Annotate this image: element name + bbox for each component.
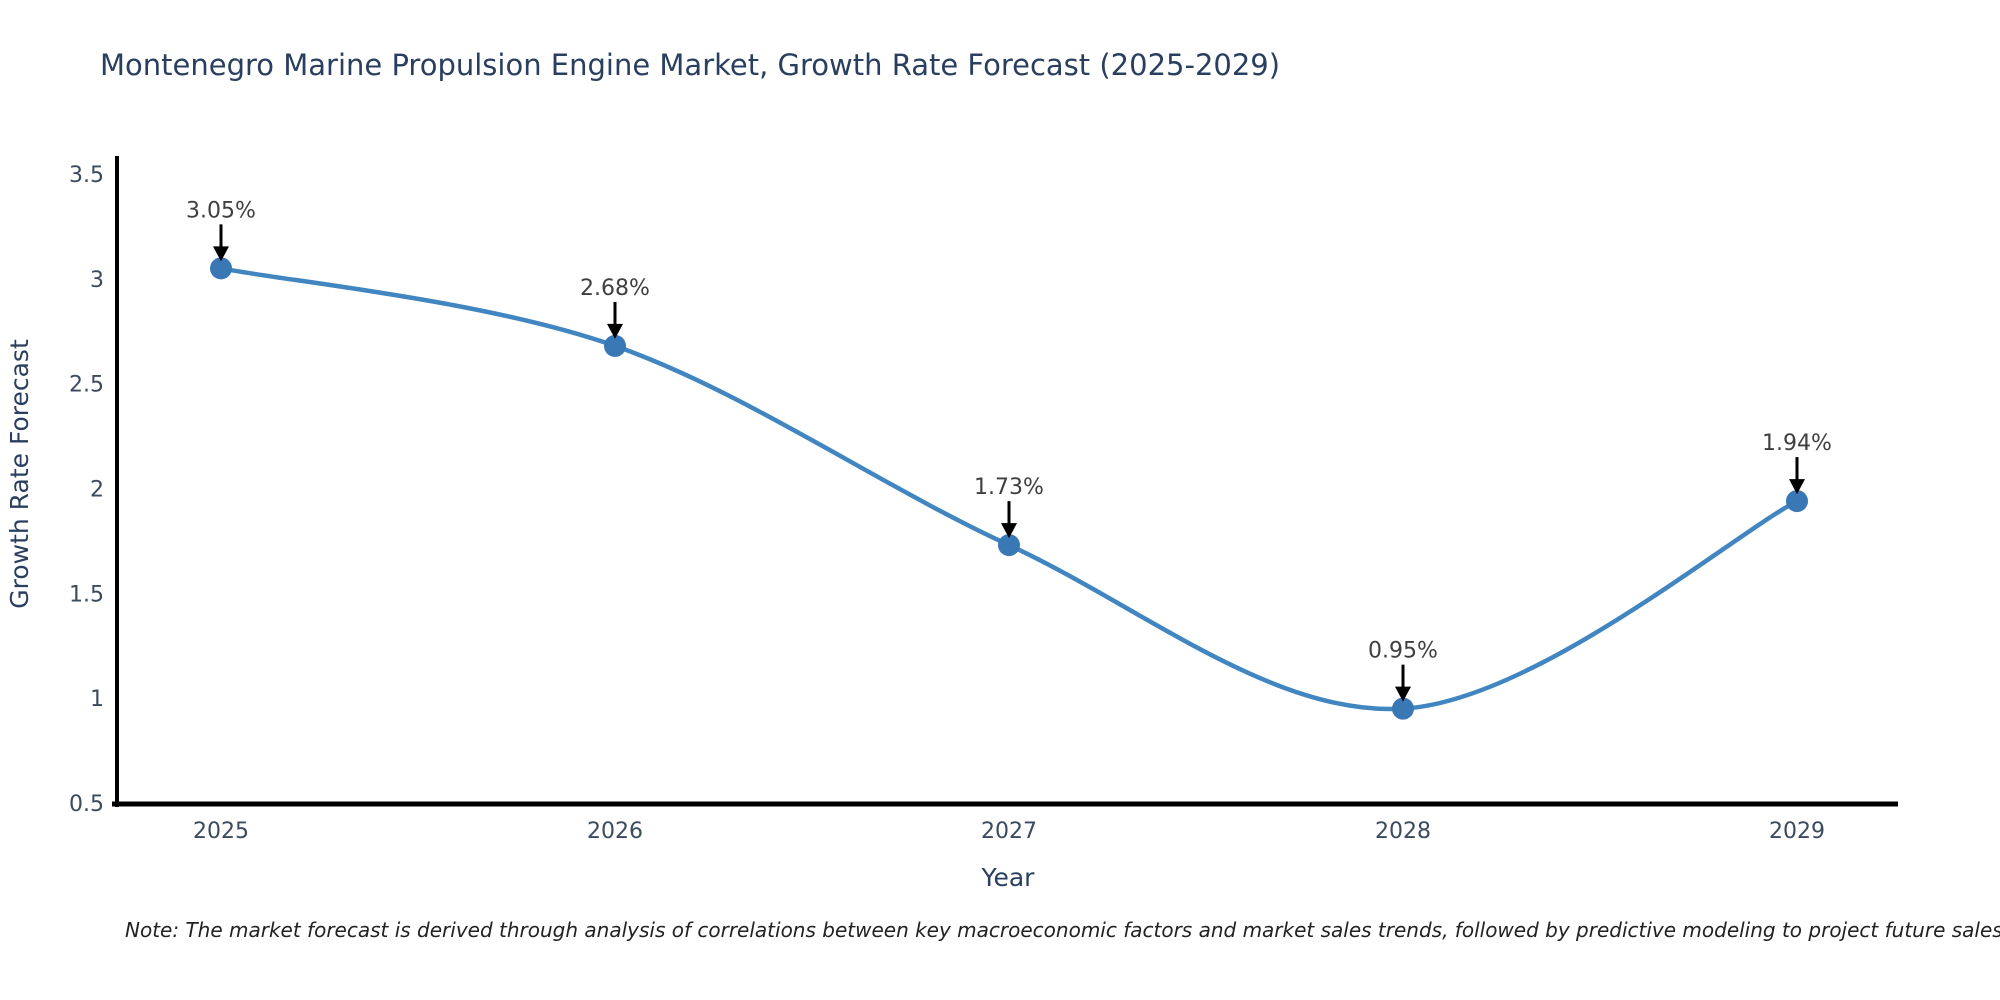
data-point-marker	[1392, 697, 1414, 720]
y-axis-title: Growth Rate Forecast	[5, 339, 34, 609]
annotation-arrow-head	[1001, 523, 1017, 539]
x-axis-title: Year	[981, 863, 1036, 892]
x-tick-label: 2025	[193, 819, 249, 844]
annotation-arrow-head	[213, 246, 229, 262]
data-point-label: 1.73%	[974, 475, 1044, 500]
data-point-marker	[998, 534, 1020, 557]
y-tick-label: 0.5	[69, 792, 104, 817]
data-point-label: 0.95%	[1368, 639, 1438, 664]
y-tick-label: 2	[90, 478, 104, 503]
y-tick-label: 2.5	[69, 373, 104, 398]
x-tick-label: 2027	[981, 819, 1037, 844]
data-point-label: 1.94%	[1762, 431, 1832, 456]
x-tick-label: 2028	[1375, 819, 1431, 844]
data-point-marker	[1786, 490, 1808, 513]
chart-title: Montenegro Marine Propulsion Engine Mark…	[100, 48, 1281, 82]
x-tick-label: 2029	[1769, 819, 1825, 844]
x-tick-label: 2026	[587, 819, 643, 844]
annotation-arrow-head	[607, 323, 623, 339]
data-point-label: 3.05%	[186, 198, 256, 223]
annotation-arrow-head	[1395, 686, 1411, 702]
y-tick-label: 1.5	[69, 582, 104, 607]
annotation-arrow-head	[1789, 479, 1805, 495]
y-tick-label: 3	[90, 268, 104, 293]
data-point-marker	[604, 334, 626, 357]
footnote: Note: The market forecast is derived thr…	[125, 918, 2000, 942]
data-point-label: 2.68%	[580, 276, 650, 301]
y-tick-label: 3.5	[69, 163, 104, 188]
data-point-marker	[210, 257, 232, 280]
y-tick-label: 1	[90, 687, 104, 712]
